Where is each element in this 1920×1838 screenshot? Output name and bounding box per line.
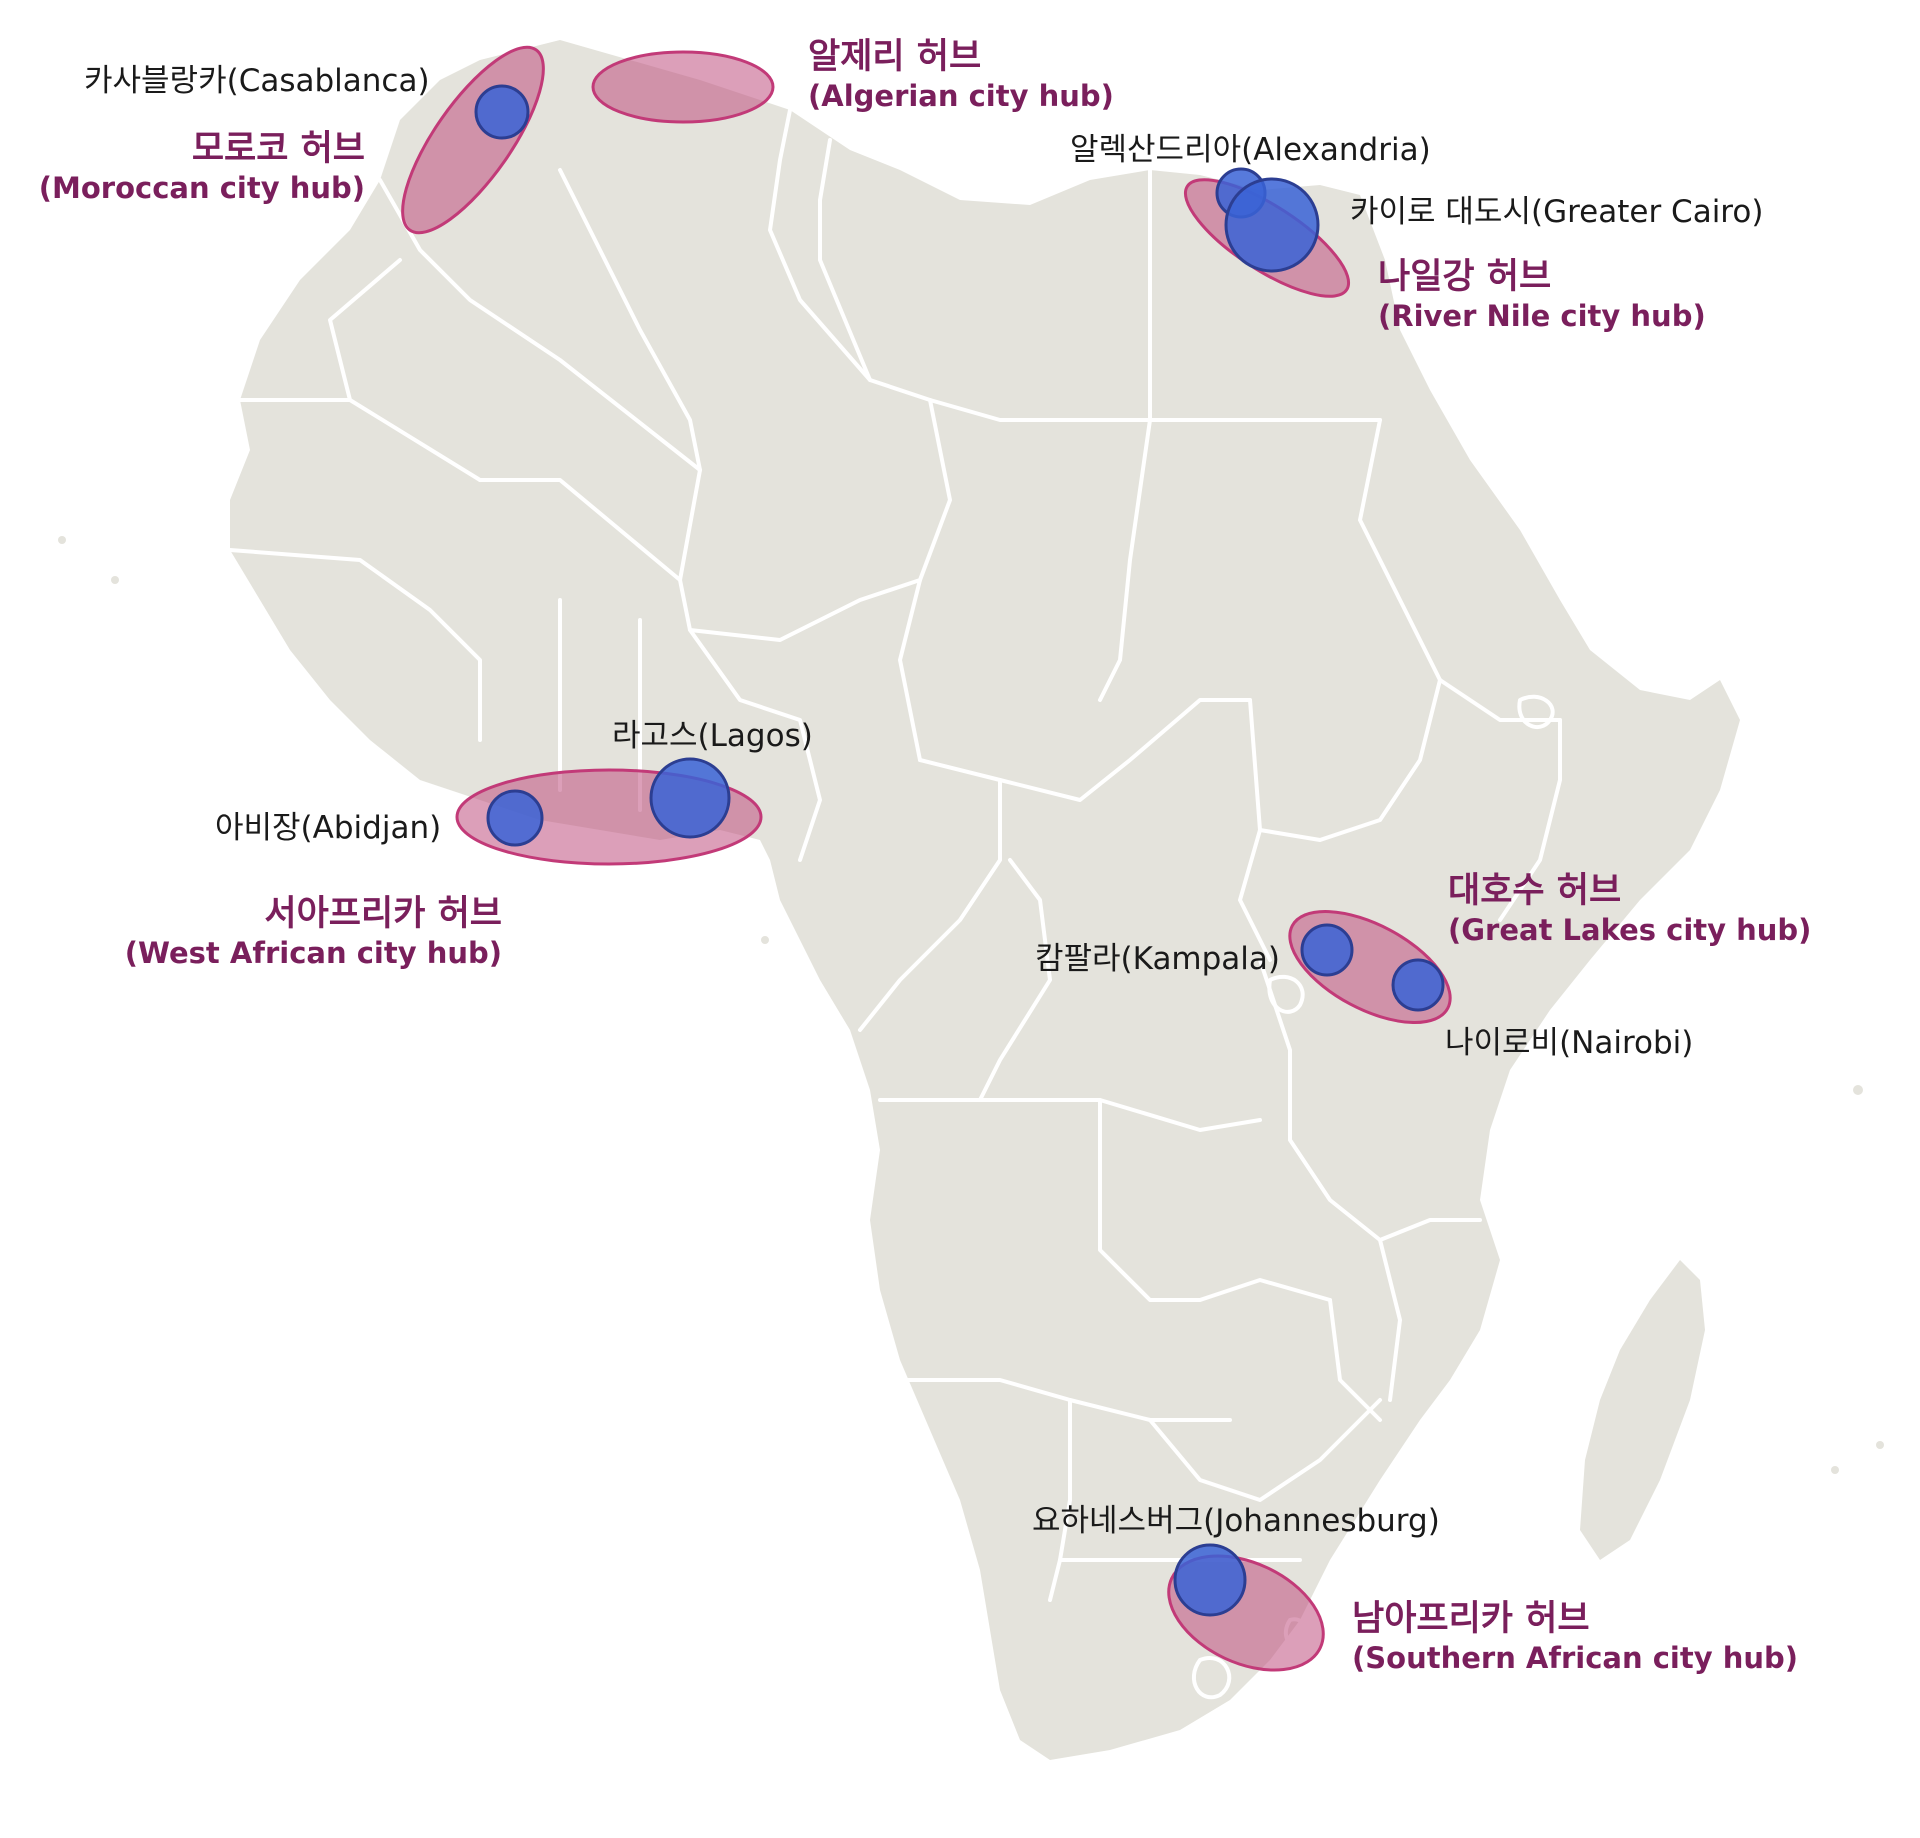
hub-subtitle-lakes: (Great Lakes city hub) [1448, 913, 1812, 947]
hub-label-lakes: 대호수 허브 (Great Lakes city hub) [1448, 862, 1811, 947]
hub-subtitle-west: (West African city hub) [124, 936, 502, 970]
city-marker-casablanca [474, 84, 530, 140]
border-line [1328, 1298, 1382, 1422]
border-line [1498, 718, 1562, 922]
border-line [328, 258, 402, 402]
border-lesotho [1192, 1656, 1232, 1700]
border-line [1258, 678, 1442, 842]
hub-title-south: 남아프리카 허브 [1352, 1599, 1590, 1639]
border-line [1098, 418, 1152, 702]
hub-title-west: 서아프리카 허브 [264, 894, 502, 934]
hub-label-south: 남아프리카 허브 (Southern African city hub) [1352, 1590, 1798, 1675]
border-line [688, 628, 822, 862]
border-line [1378, 1238, 1402, 1402]
city-label-alexandria: 알렉산드리아(Alexandria) [1070, 132, 1431, 168]
city-label-cairo: 카이로 대도시(Greater Cairo) [1350, 194, 1764, 230]
city-label-kampala: 캄팔라(Kampala) [1035, 941, 1281, 977]
city-marker-cairo [1224, 177, 1320, 273]
island-seychelles [1853, 1085, 1863, 1095]
border-line [478, 478, 682, 582]
hub-label-nile: 나일강 허브 (River Nile city hub) [1378, 248, 1706, 333]
city-markers [474, 84, 1445, 1617]
island-mauritius [1831, 1466, 1839, 1474]
hub-subtitle-south: (Southern African city hub) [1352, 1641, 1799, 1675]
border-line [768, 108, 932, 402]
border-line [1148, 1398, 1382, 1502]
island-reunion [1876, 1441, 1884, 1449]
madagascar-island [1580, 1260, 1705, 1560]
hub-ellipse-algeria [591, 50, 775, 124]
city-marker-nairobi [1391, 958, 1445, 1012]
country-borders [228, 108, 1562, 1700]
hub-title-lakes: 대호수 허브 [1448, 871, 1622, 911]
hub-label-west: 서아프리카 허브 (West African city hub) [125, 885, 502, 970]
hub-label-algeria: 알제리 허브 (Algerian city hub) [808, 28, 1114, 113]
border-rwanda [1267, 974, 1305, 1014]
city-label-casablanca: 카사블랑카(Casablanca) [84, 63, 430, 99]
island-cape-verde-2 [111, 576, 119, 584]
city-marker-abidjan [486, 789, 544, 847]
border-line [1358, 418, 1562, 722]
island-sao-tome [761, 936, 769, 944]
hub-subtitle-algeria: (Algerian city hub) [808, 79, 1114, 113]
hub-title-algeria: 알제리 허브 [808, 37, 982, 77]
hub-title-nile: 나일강 허브 [1378, 257, 1552, 297]
hub-title-morocco: 모로코 허브 [191, 129, 365, 169]
africa-landmass [230, 40, 1740, 1760]
land-layer [58, 40, 1884, 1760]
border-line [1238, 698, 1272, 962]
island-cape-verde [58, 536, 66, 544]
border-line [818, 138, 872, 382]
island-bioko [795, 875, 805, 885]
border-line [678, 468, 922, 642]
border-line [1048, 1398, 1072, 1602]
border-line [558, 168, 702, 472]
city-label-johannesburg: 요하네스버그(Johannesburg) [1032, 1503, 1440, 1539]
border-line [228, 548, 482, 742]
city-marker-johannesburg [1173, 1543, 1247, 1617]
city-marker-lagos [649, 757, 731, 839]
border-line [1258, 958, 1482, 1242]
hub-subtitle-nile: (River Nile city hub) [1378, 299, 1706, 333]
hub-label-morocco: 모로코 허브 (Moroccan city hub) [39, 120, 365, 205]
city-label-abidjan: 아비장(Abidjan) [215, 810, 442, 846]
city-marker-kampala [1300, 923, 1354, 977]
border-line [928, 398, 1152, 422]
border-line [858, 778, 1002, 1032]
city-label-lagos: 라고스(Lagos) [612, 718, 813, 754]
border-djibouti [1517, 694, 1555, 730]
border-line [1098, 1098, 1332, 1302]
border-line [918, 698, 1252, 802]
city-label-nairobi: 나이로비(Nairobi) [1445, 1025, 1694, 1061]
hub-subtitle-morocco: (Moroccan city hub) [38, 171, 365, 205]
